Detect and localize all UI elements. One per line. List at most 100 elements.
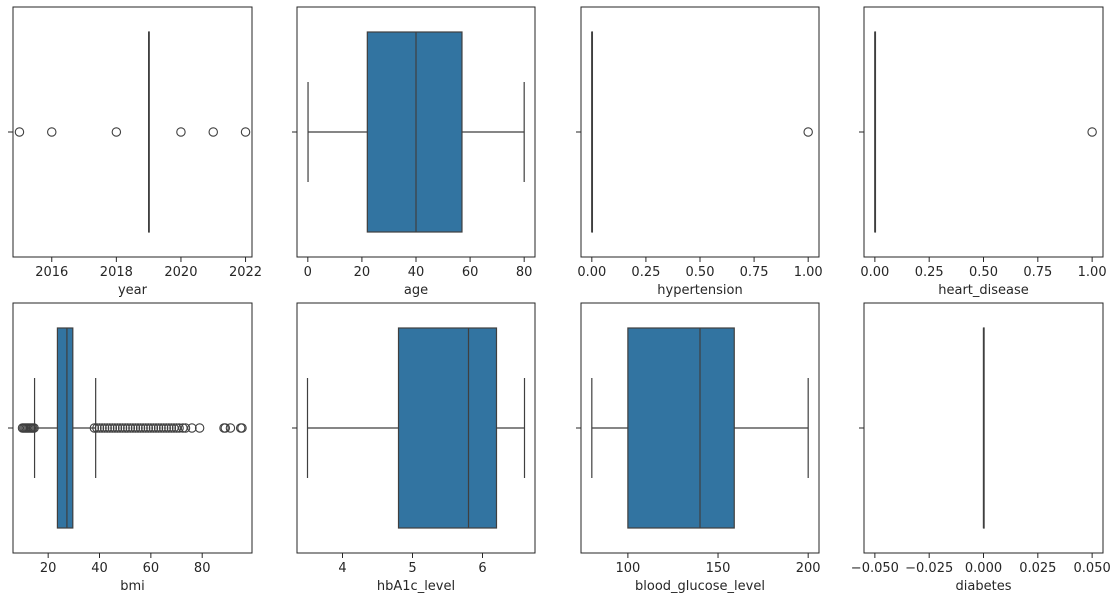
subplot-diabetes: −0.050 −0.025 0.000 0.025 0.050 diabetes xyxy=(851,302,1111,594)
x-tick-label: 60 xyxy=(143,561,160,576)
outlier-point xyxy=(14,127,25,137)
outlier-point xyxy=(143,423,154,433)
x-tick-label: 200 xyxy=(796,561,821,576)
x-tick-label: 0.000 xyxy=(965,561,1002,576)
x-tick-label: 0.00 xyxy=(577,265,606,280)
outlier-point xyxy=(225,423,236,433)
outlier-point xyxy=(107,423,118,433)
outlier-point xyxy=(92,423,102,433)
outlier-point xyxy=(148,423,159,433)
x-tick-label: 0.50 xyxy=(686,265,715,280)
outlier-point xyxy=(125,423,136,433)
outlier-point xyxy=(128,423,138,433)
outlier-point xyxy=(29,423,39,433)
x-tick-label: 6 xyxy=(478,561,486,576)
subplot-year: 2016 2018 2020 2022 year xyxy=(8,6,262,298)
outlier-point xyxy=(105,423,115,433)
x-axis-label: blood_glucose_level xyxy=(635,579,765,594)
outlier-point xyxy=(194,423,205,433)
outlier-point xyxy=(171,423,182,433)
subplot-bmi: 20 40 60 80 bmi xyxy=(8,302,253,594)
outlier-point xyxy=(240,127,251,137)
x-tick-label: −0.025 xyxy=(905,561,953,576)
outlier-point xyxy=(174,423,184,433)
outlier-point xyxy=(176,127,186,137)
outlier-point xyxy=(102,423,112,433)
subplot-hypertension: 0.00 0.25 0.50 0.75 1.00 hypertension xyxy=(576,6,823,298)
outlier-point xyxy=(180,423,191,433)
outlier-point xyxy=(178,423,188,433)
x-tick-label: 2016 xyxy=(35,265,68,280)
x-tick-label: 2022 xyxy=(229,265,262,280)
outlier-point xyxy=(135,423,146,433)
outlier-point xyxy=(164,423,174,433)
x-tick-label: 100 xyxy=(615,561,640,576)
outlier-point xyxy=(130,423,141,433)
outlier-point xyxy=(220,423,231,433)
outlier-point xyxy=(146,423,156,433)
outlier-point xyxy=(138,423,148,433)
outlier-point xyxy=(115,423,125,433)
outlier-point xyxy=(153,423,164,433)
outlier-point xyxy=(123,423,133,433)
outlier-point xyxy=(158,423,169,433)
outlier-point xyxy=(237,423,247,433)
outlier-point xyxy=(187,423,197,433)
outlier-point xyxy=(156,423,166,433)
outlier-point xyxy=(112,423,123,433)
box xyxy=(366,31,463,233)
outlier-point xyxy=(111,127,122,137)
x-tick-label: 0.50 xyxy=(969,265,998,280)
x-tick-label: 0.00 xyxy=(860,265,889,280)
x-tick-label: −0.050 xyxy=(851,561,899,576)
x-axis-label: year xyxy=(118,283,148,298)
x-tick-label: 60 xyxy=(462,265,479,280)
outlier-point xyxy=(94,423,105,433)
x-tick-label: 80 xyxy=(194,561,211,576)
outlier-point xyxy=(117,423,128,433)
outlier-point xyxy=(161,423,172,433)
x-axis-label: hypertension xyxy=(657,283,742,298)
subplot-blood_glucose_level: 100 150 200 blood_glucose_level xyxy=(576,302,821,594)
box xyxy=(397,327,498,529)
outlier-point xyxy=(99,423,110,433)
box xyxy=(56,327,74,529)
x-axis-label: diabetes xyxy=(956,579,1012,594)
x-tick-label: 1.00 xyxy=(794,265,823,280)
axes-frame xyxy=(580,6,820,258)
outlier-point xyxy=(110,423,120,433)
axes-frame xyxy=(296,302,536,554)
x-tick-label: 40 xyxy=(408,265,425,280)
x-tick-label: 5 xyxy=(408,561,416,576)
outlier-point xyxy=(151,423,161,433)
x-axis-label: hbA1c_level xyxy=(377,579,455,594)
outlier-point xyxy=(120,423,130,433)
axes-frame xyxy=(12,302,253,554)
outlier-point xyxy=(208,127,218,137)
outlier-point xyxy=(803,127,813,137)
x-tick-label: 0.050 xyxy=(1074,561,1111,576)
x-tick-label: 80 xyxy=(516,265,533,280)
x-tick-label: 40 xyxy=(91,561,108,576)
x-tick-label: 1.00 xyxy=(1078,265,1107,280)
x-tick-label: 0.025 xyxy=(1019,561,1056,576)
outlier-point xyxy=(166,423,177,433)
x-tick-label: 4 xyxy=(338,561,346,576)
subplot-heart_disease: 0.00 0.25 0.50 0.75 1.00 heart_disease xyxy=(859,6,1107,298)
axes-frame xyxy=(12,6,253,258)
x-tick-label: 2020 xyxy=(164,265,197,280)
subplot-hbA1c_level: 4 5 6 hbA1c_level xyxy=(292,302,536,594)
x-tick-label: 0.25 xyxy=(631,265,660,280)
axes-frame xyxy=(863,6,1104,258)
axes-frame xyxy=(580,302,820,554)
x-axis-label: heart_disease xyxy=(938,283,1029,298)
outlier-point xyxy=(133,423,143,433)
outlier-point xyxy=(1087,127,1097,137)
x-axis-label: bmi xyxy=(120,579,145,594)
x-tick-label: 150 xyxy=(706,561,731,576)
outlier-point xyxy=(97,423,107,433)
outlier-point xyxy=(140,423,151,433)
x-tick-label: 0.75 xyxy=(740,265,769,280)
outlier-point xyxy=(169,423,179,433)
